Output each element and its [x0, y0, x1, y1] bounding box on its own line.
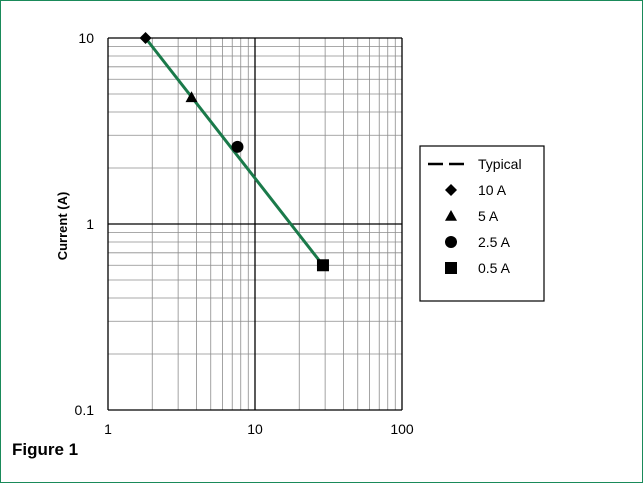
axes	[107, 37, 403, 411]
legend-marker-circle	[445, 236, 457, 248]
y-tick-label: 0.1	[75, 402, 95, 418]
legend-label: 5 A	[478, 208, 499, 224]
x-tick-label: 100	[390, 421, 414, 437]
data-point-diamond	[139, 32, 152, 44]
y-tick-label: 10	[78, 30, 94, 46]
y-axis-label: Current (A)	[55, 192, 70, 261]
x-tick-label: 1	[104, 421, 112, 437]
figure-caption: Figure 1	[12, 440, 79, 459]
legend-marker-triangle	[445, 210, 457, 221]
y-tick-label: 1	[86, 216, 94, 232]
data-point-square	[316, 259, 329, 272]
legend-label: Typical	[478, 156, 522, 172]
legend-label: 2.5 A	[478, 234, 511, 250]
legend-label: 10 A	[478, 182, 507, 198]
data-point-circle	[231, 140, 244, 153]
legend: Typical 10 A 5 A 2.5 A 0.5 A	[419, 145, 545, 302]
legend-label: 0.5 A	[478, 260, 511, 276]
series-layer	[139, 32, 329, 272]
legend-marker-diamond	[445, 184, 457, 196]
data-point-triangle	[185, 91, 198, 103]
legend-box	[419, 145, 545, 302]
legend-marker-square	[445, 262, 457, 274]
x-tick-label: 10	[247, 421, 263, 437]
tick-labels: 1 10 100 10 1 0.1	[75, 30, 414, 437]
